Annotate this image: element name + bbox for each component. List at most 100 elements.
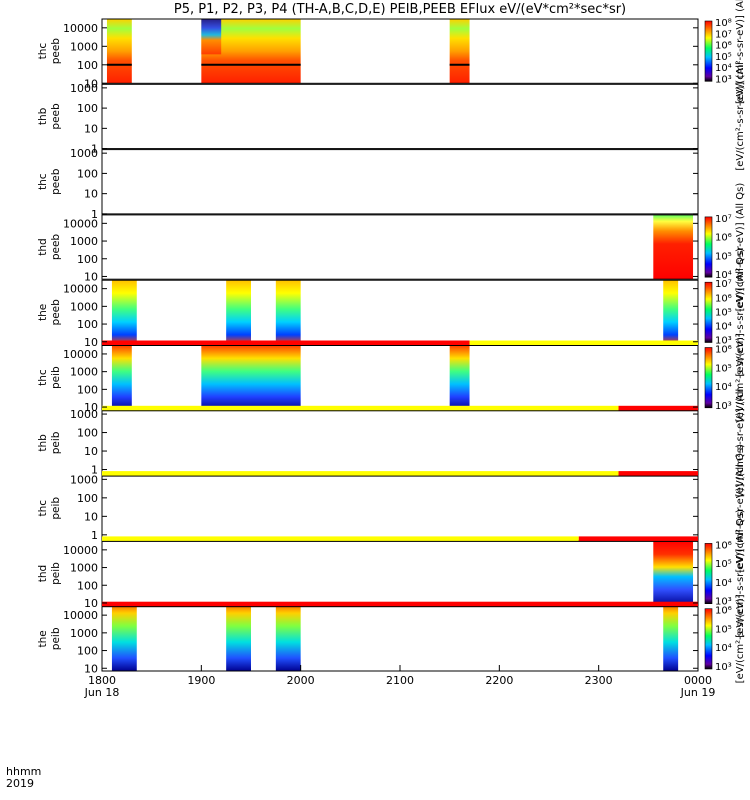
panel-label-probe: thc	[37, 500, 49, 517]
x-tick-label: 0000	[684, 674, 712, 687]
panel-label-probe: thb	[37, 434, 49, 452]
panel-frame	[101, 345, 699, 411]
spectrogram-block	[663, 606, 679, 671]
y-tick-label: 100	[77, 102, 98, 115]
quality-flag-bar	[102, 405, 619, 411]
panel-label-product: peib	[50, 627, 62, 650]
panel-frame	[101, 606, 699, 672]
y-tick-label: 10	[84, 445, 98, 458]
panel-frame	[101, 214, 699, 280]
y-tick-label: 100	[77, 383, 98, 396]
spectrogram-block	[663, 280, 679, 345]
y-tick-label: 10000	[63, 544, 98, 557]
colorbar-tick-label: 10⁵	[715, 363, 732, 374]
quality-flag-bar	[578, 536, 698, 542]
colorbar-tick-label: 10⁷	[715, 214, 732, 225]
colorbar-tick-label: 10⁶	[715, 606, 732, 617]
panel-label-product: peeb	[50, 168, 62, 195]
colorbar-title: [eV/(cm²-s-sr-eV)] (All	[735, 389, 746, 497]
panel-thb-peeb: 1 10 100 1000 thb peeb [eV/(cm²-s-sr-eV)] (All	[37, 62, 746, 170]
y-tick-label: 100	[77, 167, 98, 180]
y-tick-label: 10	[84, 662, 98, 675]
panel-label-probe: thc	[37, 369, 49, 386]
quality-flag-bar	[102, 471, 619, 477]
x-tick-date: Jun 19	[680, 686, 716, 699]
panel-frame	[101, 410, 699, 476]
colorbar	[704, 281, 713, 343]
colorbar-tick-label: 10⁵	[715, 624, 732, 635]
colorbar-tick-label: 10⁵	[715, 559, 732, 570]
colorbar-tick-label: 10⁷	[715, 29, 732, 40]
y-tick-label: 10000	[63, 609, 98, 622]
spectrogram-block	[653, 541, 694, 606]
quality-flag-bar	[102, 601, 698, 607]
y-tick-label: 10	[84, 122, 98, 135]
spectrogram-block	[106, 19, 132, 84]
colorbar-tick-label: 10⁵	[715, 52, 732, 63]
colorbar-tick-label: 10⁴	[715, 321, 732, 332]
panel-label-probe: thc	[37, 173, 49, 190]
x-tick-label: 2100	[386, 674, 414, 687]
panel-thd-peeb: 10 100 1000 10000 thd peeb 10⁴ 10⁵ 10⁶ 10⁷ [eV/(cm…	[37, 183, 746, 312]
spectrogram-block	[201, 345, 301, 410]
panel-label-probe: thd	[37, 565, 49, 582]
y-tick-label: 1000	[70, 562, 98, 575]
colorbar-tick-label: 10³	[715, 597, 732, 608]
colorbar-tick-label: 10⁴	[715, 382, 732, 393]
y-tick-label: 1	[91, 208, 98, 221]
y-tick-label: 1000	[70, 147, 98, 160]
panel-frame	[101, 83, 699, 150]
spectrogram-block	[449, 19, 470, 84]
colorbar-tick-label: 10⁷	[715, 279, 732, 290]
panel-thb-peib: 1 10 100 1000 thb peib [eV/(cm²-s-sr-eV)] (All	[37, 389, 746, 497]
colorbar	[704, 608, 713, 670]
y-tick-label: 1	[91, 143, 98, 156]
footer-year: 2019	[6, 777, 34, 790]
y-tick-label: 10	[84, 188, 98, 201]
spectrogram-block-detail	[201, 19, 222, 55]
colorbar-tick-label: 10⁵	[715, 307, 732, 318]
y-tick-label: 10000	[63, 22, 98, 35]
panel-label-probe: thd	[37, 238, 49, 255]
panel-thc-peib: 1 10 100 1000 thc peib [eV/(cm²-s-sr-eV)] (All…	[37, 444, 746, 573]
panel-label-product: peib	[50, 431, 62, 454]
panel-frame	[101, 18, 699, 84]
y-tick-label: 10	[84, 77, 98, 90]
panel-label-product: peeb	[50, 299, 62, 326]
chart-title: P5, P1, P2, P3, P4 (TH-A,B,C,D,E) PEIB,P…	[174, 2, 626, 17]
y-tick-label: 10000	[63, 348, 98, 361]
colorbar-title: [eV/(cm²-s-sr-eV)]	[735, 333, 746, 422]
colorbar-tick-label: 10⁶	[715, 293, 732, 304]
panel-thd-peib: 10 100 1000 10000 thd peib 10³ 10⁴ 10⁵ 10⁶ [eV/(cm…	[37, 509, 746, 638]
colorbar-title: [eV/(cm²-s-sr-eV)]	[735, 594, 746, 683]
y-tick-label: 10	[84, 401, 98, 414]
y-tick-label: 1	[91, 464, 98, 477]
colorbar-tick-label: 10³	[715, 401, 732, 412]
panel-label-product: peib	[50, 366, 62, 389]
y-tick-label: 10000	[63, 283, 98, 296]
footer-hhmm: hhmm	[6, 765, 41, 778]
y-tick-label: 10	[84, 597, 98, 610]
panel-tha-peib: 10 100 1000 10000 thc peib 10³ 10⁴ 10⁵ 10⁶ [eV/(cm…	[37, 333, 746, 422]
x-tick-label: 1900	[187, 674, 215, 687]
y-tick-label: 100	[77, 579, 98, 592]
panel-label-product: peeb	[50, 234, 62, 261]
spectrogram-block	[275, 280, 301, 345]
y-tick-label: 1000	[70, 408, 98, 421]
panel-frame	[101, 149, 699, 215]
y-tick-label: 1000	[70, 235, 98, 248]
y-tick-label: 100	[77, 645, 98, 658]
x-tick-label: 2300	[585, 674, 613, 687]
quality-flag-bar	[102, 536, 579, 542]
quality-flag-bar	[618, 471, 698, 477]
colorbar-tick-label: 10⁶	[715, 41, 732, 52]
panel-frame	[101, 279, 699, 346]
spectrogram-block	[653, 214, 694, 280]
panel-label-probe: thc	[37, 43, 49, 60]
colorbar-tick-label: 10⁴	[715, 63, 732, 74]
panel-label-product: peeb	[50, 103, 62, 130]
x-tick-label: 2200	[485, 674, 513, 687]
